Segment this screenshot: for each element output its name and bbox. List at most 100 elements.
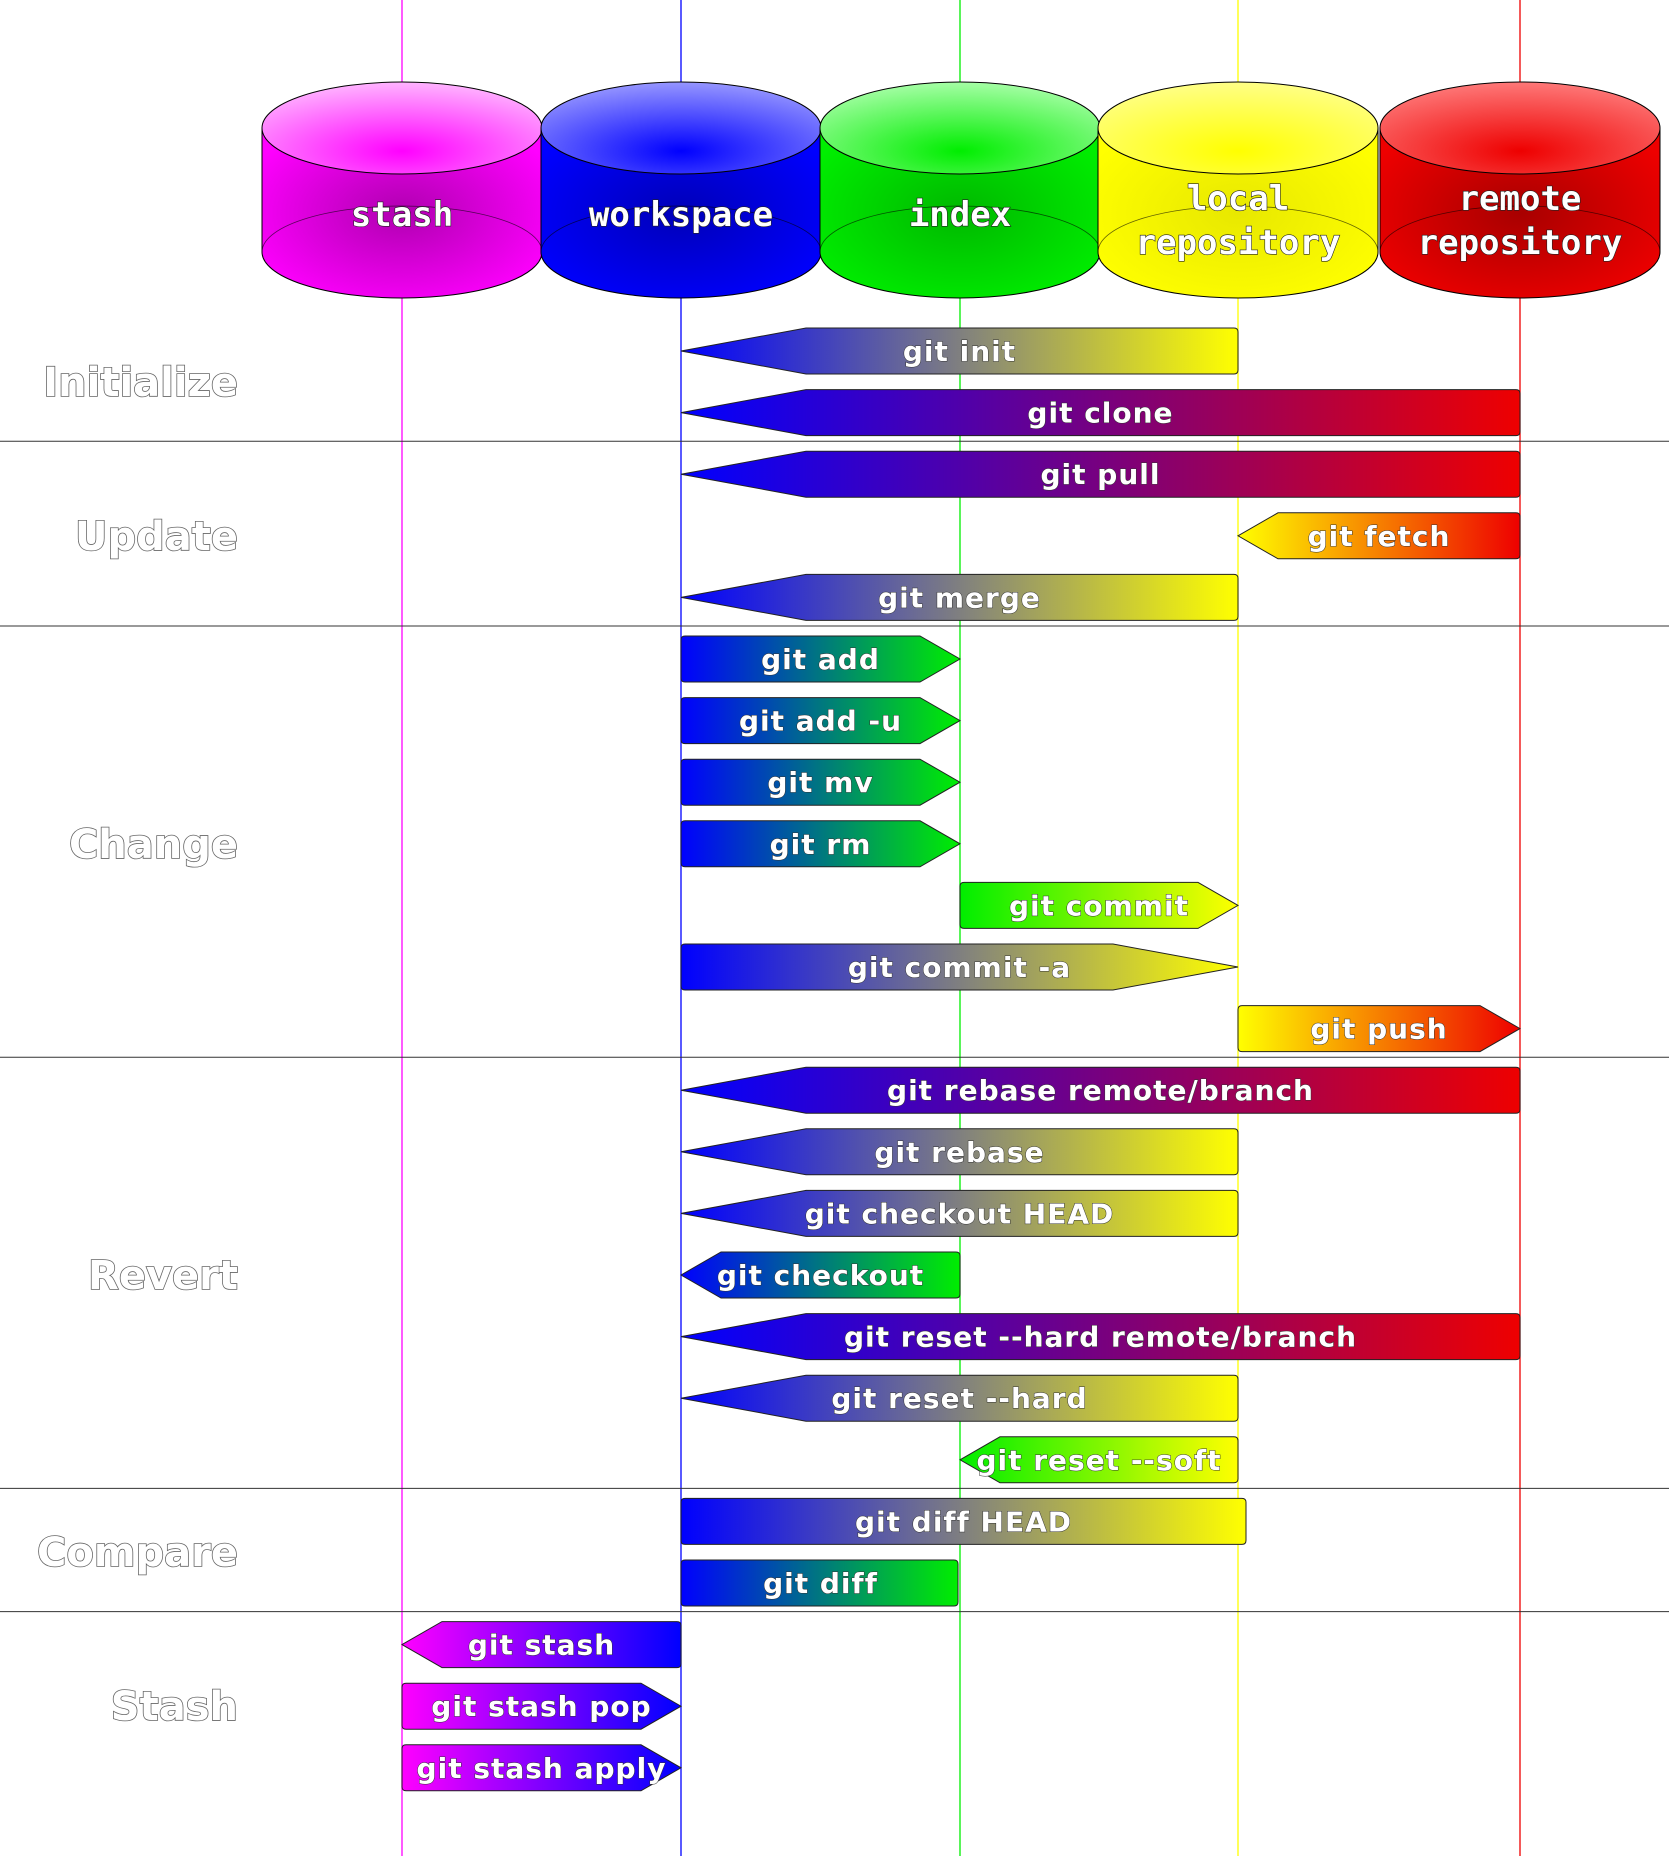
command-arrow: git init (680, 327, 1239, 375)
command-arrow: git clone (680, 389, 1521, 437)
command-label: git merge (878, 581, 1041, 614)
arrow-shape (680, 635, 962, 683)
command-label: git diff (763, 1567, 878, 1600)
command-label: git clone (1027, 397, 1173, 430)
repo-label-local: local (1187, 179, 1289, 219)
repo-label-local: repository (1136, 223, 1341, 263)
cylinder-top-stash (261, 81, 543, 175)
arrow-shape (680, 1066, 1521, 1114)
arrow-shape (680, 327, 1239, 375)
repo-label-stash: stash (351, 195, 453, 235)
command-label: git stash pop (431, 1690, 651, 1723)
arrow-shape (958, 1436, 1239, 1484)
cylinder-top-local (1097, 81, 1379, 175)
command-label: git rm (770, 828, 872, 861)
command-label: git stash apply (417, 1752, 667, 1785)
arrow-shape (680, 1497, 1247, 1545)
arrow-shape (680, 820, 962, 868)
command-arrow: git rebase (680, 1128, 1239, 1176)
cylinder-body-index (819, 127, 1101, 299)
repo-label-index: index (909, 195, 1011, 235)
command-label: git add (761, 643, 880, 676)
command-label: git commit (1009, 889, 1189, 922)
command-arrow: git pull (680, 450, 1521, 498)
command-arrow: git mv (680, 758, 962, 806)
command-label: git rebase (874, 1136, 1044, 1169)
command-label: git stash (468, 1629, 615, 1662)
command-label: git reset --soft (976, 1444, 1221, 1477)
command-arrow: git reset --hard remote/branch (680, 1313, 1521, 1361)
repo-index: index (819, 81, 1101, 299)
cylinder-inner-rim-local (1097, 205, 1379, 253)
command-arrow: git checkout (679, 1251, 961, 1299)
command-label: git checkout (717, 1259, 924, 1292)
command-label: git diff HEAD (855, 1505, 1072, 1538)
cylinder-body-workspace (540, 127, 822, 299)
command-label: git mv (767, 766, 873, 799)
command-arrow: git push (1237, 1005, 1522, 1053)
cylinder-inner-rim-stash (261, 205, 543, 253)
section-label-change: Change (69, 822, 238, 868)
cylinder-inner-rim-index (819, 205, 1101, 253)
repo-label-remote: repository (1418, 223, 1623, 263)
repo-stash: stash (261, 81, 543, 299)
section-label-stash: Stash (111, 1684, 238, 1730)
command-label: git commit -a (848, 951, 1071, 984)
command-arrow: git add -u (680, 697, 962, 745)
repository-vertical-lines (401, 0, 1521, 1856)
command-label: git checkout HEAD (805, 1197, 1115, 1230)
command-label: git rebase remote/branch (887, 1074, 1314, 1107)
command-arrow: git rm (680, 820, 962, 868)
command-label: git init (903, 335, 1016, 368)
command-arrow: git checkout HEAD (680, 1189, 1239, 1237)
repo-workspace: workspace (540, 81, 822, 299)
command-label: git pull (1041, 458, 1161, 491)
cylinder-body-local (1097, 127, 1379, 299)
command-arrows: git init git clone git pull git fetch git me… (400, 327, 1522, 1792)
cylinder-inner-rim-workspace (540, 205, 822, 253)
arrow-shape (679, 1251, 961, 1299)
command-arrow: git stash apply (401, 1744, 683, 1792)
cylinder-top-index (819, 81, 1101, 175)
section-label-update: Update (75, 514, 238, 560)
repo-label-workspace: workspace (589, 195, 773, 235)
command-arrow: git reset --soft (958, 1436, 1239, 1484)
arrow-shape (959, 881, 1240, 929)
command-arrow: git diff HEAD (680, 1497, 1247, 1545)
command-arrow: git merge (680, 573, 1239, 621)
command-arrow: git diff (680, 1559, 959, 1607)
arrow-shape (680, 573, 1239, 621)
command-arrow: git fetch (1236, 512, 1521, 560)
cylinder-top-workspace (540, 81, 822, 175)
cylinder-inner-rim-remote (1379, 205, 1661, 253)
command-arrow: git rebase remote/branch (680, 1066, 1521, 1114)
command-arrow: git add (680, 635, 962, 683)
command-arrow: git commit -a (680, 943, 1239, 991)
arrow-shape (680, 697, 962, 745)
command-label: git reset --hard remote/branch (844, 1321, 1357, 1354)
section-labels: Initialize Update Change Revert Compare Stash (36, 359, 239, 1731)
arrow-shape (680, 1313, 1521, 1361)
command-arrow: git stash pop (401, 1682, 683, 1730)
repo-label-remote: remote (1459, 179, 1582, 219)
arrow-shape (680, 1559, 959, 1607)
arrow-shape (400, 1621, 682, 1669)
section-label-initialize: Initialize (43, 360, 238, 406)
arrow-shape (680, 1128, 1239, 1176)
repository-cylinders: stash workspace index localrepositoryremote… (261, 81, 1661, 299)
command-label: git push (1310, 1013, 1447, 1046)
arrow-shape (401, 1682, 683, 1730)
cylinder-body-stash (261, 127, 543, 299)
arrow-shape (680, 758, 962, 806)
arrow-shape (680, 1374, 1239, 1422)
cylinder-top-remote (1379, 81, 1661, 175)
arrow-shape (1237, 1005, 1522, 1053)
arrow-shape (680, 943, 1239, 991)
cylinder-body-remote (1379, 127, 1661, 299)
command-label: git add -u (739, 705, 902, 738)
command-arrow: git commit (959, 881, 1240, 929)
section-label-compare: Compare (37, 1530, 238, 1576)
arrow-shape (401, 1744, 683, 1792)
